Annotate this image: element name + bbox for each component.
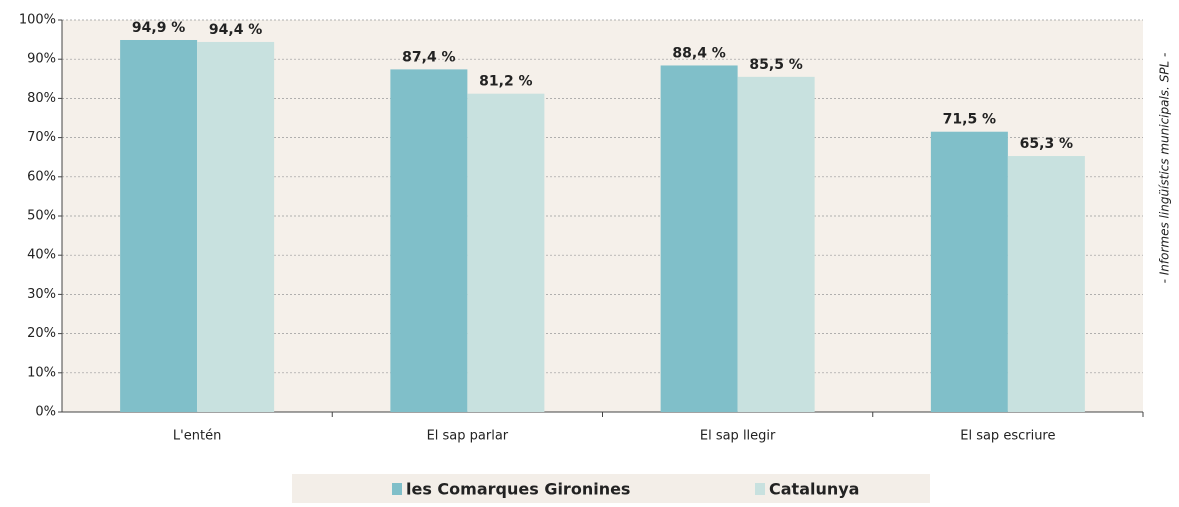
bar — [660, 65, 738, 413]
value-label: 65,3 % — [1020, 136, 1073, 152]
value-label: 87,4 % — [402, 49, 455, 65]
y-tick-label: 20% — [27, 326, 56, 341]
y-tick-label: 80% — [27, 91, 56, 106]
bar — [1007, 156, 1085, 412]
legend-label: Catalunya — [769, 480, 859, 499]
value-label: 94,4 % — [209, 22, 262, 38]
x-tick-label: L'entén — [173, 429, 221, 444]
bar — [197, 41, 275, 413]
x-tick-label: El sap parlar — [427, 429, 509, 444]
value-label: 88,4 % — [672, 45, 725, 61]
source-note: - Informes lingüístics municipals. SPL - — [1158, 53, 1172, 284]
legend-label: les Comarques Gironines — [406, 480, 630, 499]
y-tick-label: 60% — [27, 169, 56, 184]
y-tick-label: 100% — [19, 13, 56, 28]
bar — [120, 39, 198, 412]
bar — [467, 93, 545, 413]
bar — [390, 69, 468, 412]
bar — [930, 131, 1008, 412]
y-tick-label: 30% — [27, 287, 56, 302]
y-tick-label: 0% — [35, 405, 56, 420]
value-label: 94,9 % — [132, 20, 185, 36]
x-tick-label: El sap llegir — [700, 429, 776, 444]
y-tick-label: 70% — [27, 130, 56, 145]
legend-swatch — [392, 483, 402, 495]
x-tick-label: El sap escriure — [960, 429, 1055, 444]
value-label: 71,5 % — [943, 112, 996, 128]
value-label: 81,2 % — [479, 74, 532, 90]
value-label: 85,5 % — [749, 57, 802, 73]
bar — [737, 76, 815, 412]
y-tick-label: 90% — [27, 52, 56, 67]
y-tick-label: 50% — [27, 209, 56, 224]
legend-swatch — [755, 483, 765, 495]
y-tick-label: 40% — [27, 248, 56, 263]
y-tick-label: 10% — [27, 365, 56, 380]
